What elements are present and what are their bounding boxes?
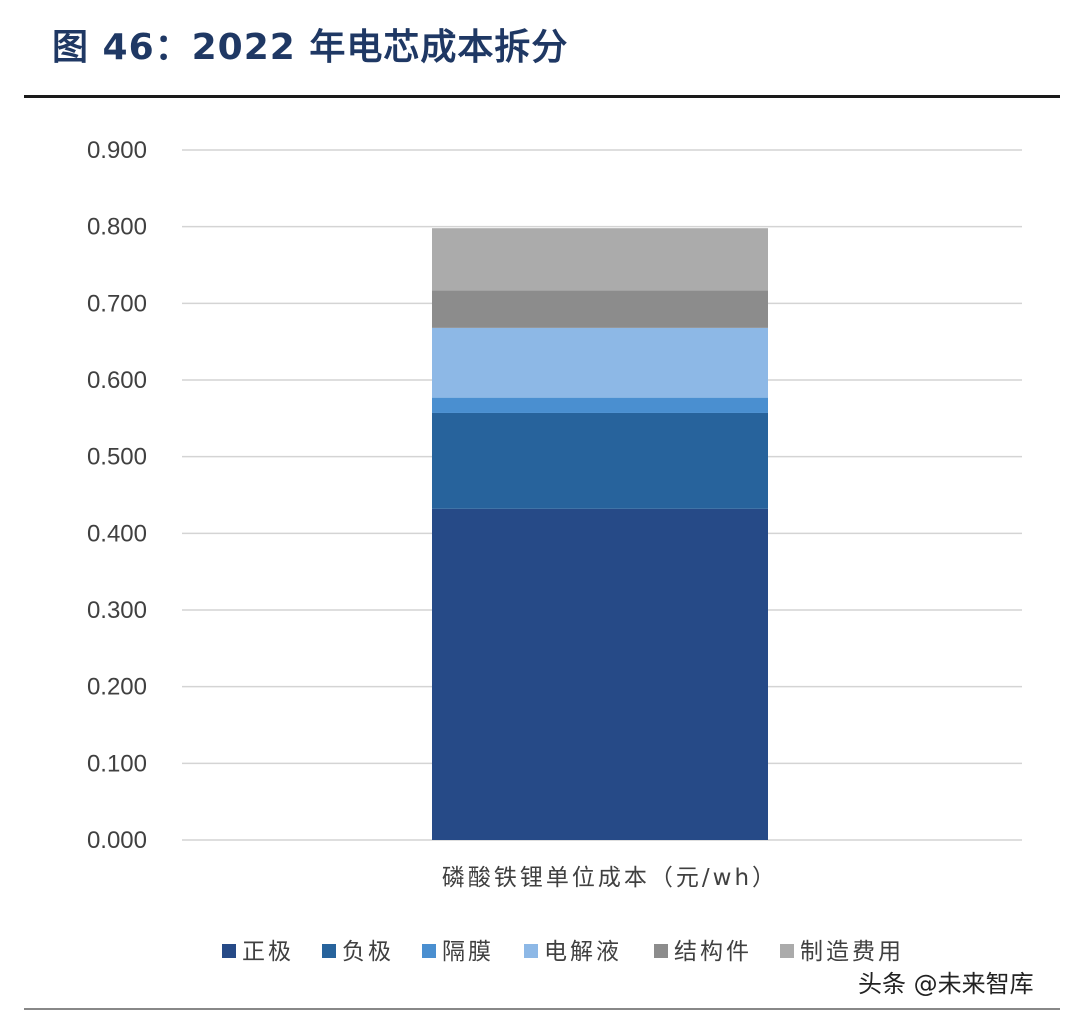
y-tick-label: 0.200 (87, 674, 147, 701)
legend-label: 电解液 (544, 939, 622, 965)
y-tick-label: 0.300 (87, 597, 147, 624)
legend-swatch (654, 944, 668, 958)
legend: 正极 负极 隔膜 电解液 结构件 制造费用 (222, 939, 904, 965)
y-tick-label: 0.700 (87, 290, 147, 317)
legend-label: 负极 (342, 939, 394, 965)
x-axis-categories: 磷酸铁锂单位成本（元/wh） (442, 865, 778, 891)
figure-title: 图 46：2022 年电芯成本拆分 (52, 27, 569, 68)
bar-stack (432, 228, 768, 840)
bar-segment-1 (432, 508, 768, 840)
y-tick-label: 0.000 (87, 827, 147, 854)
legend-swatch (524, 944, 538, 958)
x-category-label: 磷酸铁锂单位成本（元/wh） (442, 865, 778, 891)
legend-label: 正极 (242, 939, 294, 965)
legend-swatch (422, 944, 436, 958)
y-tick-label: 0.800 (87, 214, 147, 241)
bar-segment-2 (432, 412, 768, 509)
legend-label: 隔膜 (442, 939, 494, 965)
title-divider (24, 95, 1060, 98)
y-tick-label: 0.500 (87, 444, 147, 471)
legend-label: 制造费用 (800, 939, 904, 965)
bar-segment-4 (432, 327, 768, 398)
legend-label: 结构件 (674, 939, 752, 965)
watermark: 头条 @未来智库 (858, 970, 1034, 998)
bar-segment-6 (432, 228, 768, 291)
legend-swatch (222, 944, 236, 958)
y-tick-label: 0.900 (87, 137, 147, 164)
y-tick-label: 0.100 (87, 750, 147, 777)
y-tick-label: 0.600 (87, 367, 147, 394)
bar-segment-3 (432, 397, 768, 413)
legend-swatch (780, 944, 794, 958)
bottom-divider (24, 1008, 1060, 1010)
legend-swatch (322, 944, 336, 958)
y-tick-label: 0.400 (87, 520, 147, 547)
y-axis-ticks: 0.000 0.100 0.200 0.300 0.400 0.500 0.600 0.700… (87, 137, 147, 854)
bar-segment-5 (432, 290, 768, 328)
